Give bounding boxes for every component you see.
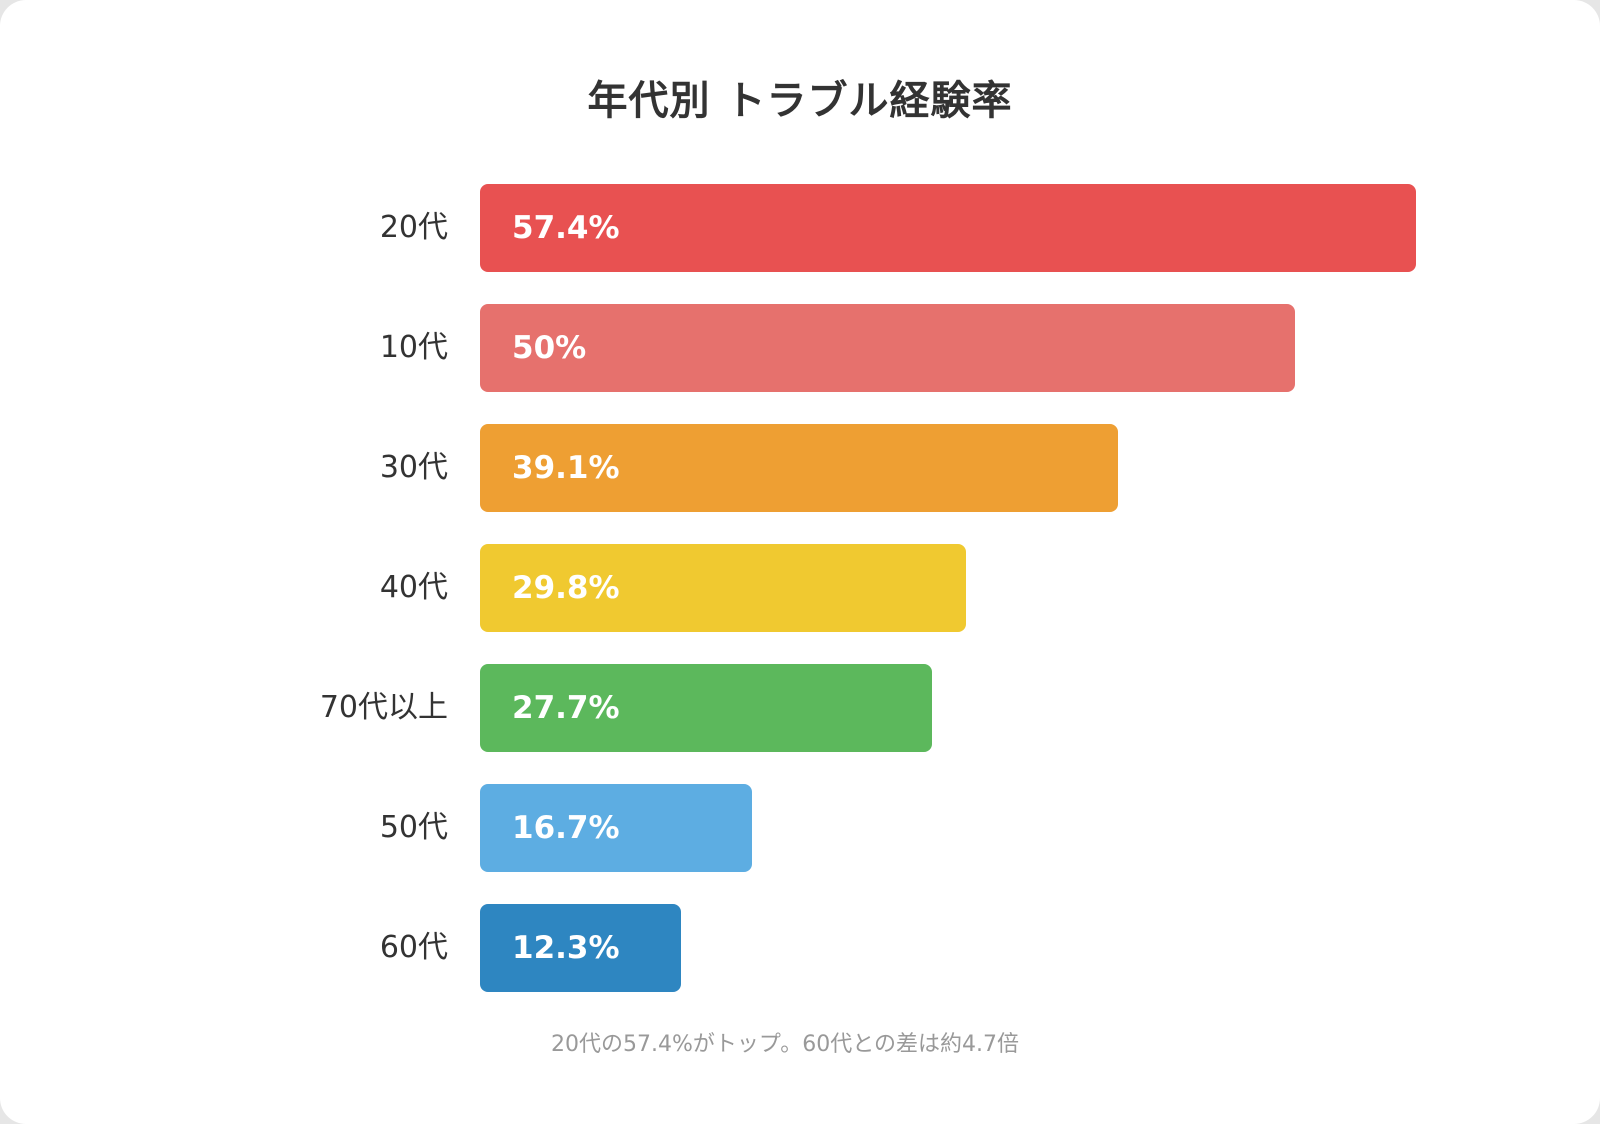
bar: 57.4% <box>480 184 1416 272</box>
bar: 27.7% <box>480 664 932 752</box>
category-label: 10代 <box>379 330 448 365</box>
category-label: 40代 <box>379 570 448 605</box>
chart-footnote: 20代の57.4%がトップ。60代との差は約4.7倍 <box>551 1032 1019 1057</box>
category-label: 30代 <box>379 450 448 485</box>
bar-value-label: 50% <box>512 330 587 366</box>
bar: 16.7% <box>480 784 752 872</box>
bar-value-label: 12.3% <box>512 930 620 966</box>
bar: 12.3% <box>480 904 681 992</box>
bar-value-label: 27.7% <box>512 690 620 726</box>
bar: 39.1% <box>480 424 1118 512</box>
bar-row: 60代 12.3% <box>0 904 1600 992</box>
bar-row: 50代 16.7% <box>0 784 1600 872</box>
bar-value-label: 57.4% <box>512 210 620 246</box>
bar-row: 30代 39.1% <box>0 424 1600 512</box>
bar-row: 20代 57.4% <box>0 184 1600 272</box>
bar: 29.8% <box>480 544 966 632</box>
bar-row: 40代 29.8% <box>0 544 1600 632</box>
bar-value-label: 29.8% <box>512 570 620 606</box>
category-label: 50代 <box>379 810 448 845</box>
bar-value-label: 39.1% <box>512 450 620 486</box>
chart-title: 年代別 トラブル経験率 <box>587 78 1013 124</box>
bar: 50% <box>480 304 1295 392</box>
category-label: 60代 <box>379 930 448 965</box>
category-label: 20代 <box>379 210 448 245</box>
category-label: 70代以上 <box>319 690 448 725</box>
bar-row: 70代以上 27.7% <box>0 664 1600 752</box>
bar-value-label: 16.7% <box>512 810 620 846</box>
bar-row: 10代 50% <box>0 304 1600 392</box>
